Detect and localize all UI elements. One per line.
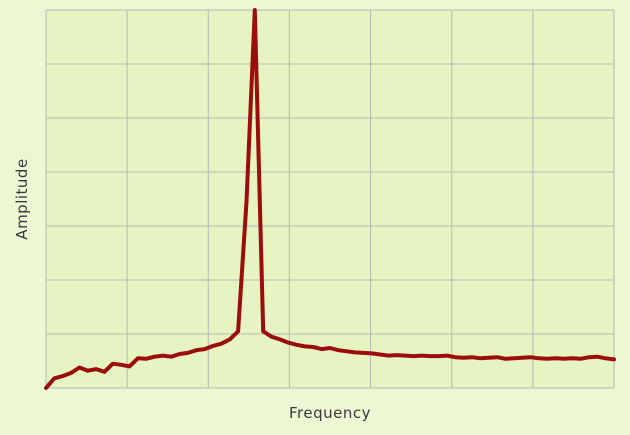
x-axis-label: Frequency [289, 404, 371, 422]
grid-lines [45, 9, 615, 389]
series-line [44, 8, 616, 390]
y-axis-label: Amplitude [13, 158, 31, 239]
plot-area [46, 10, 614, 388]
